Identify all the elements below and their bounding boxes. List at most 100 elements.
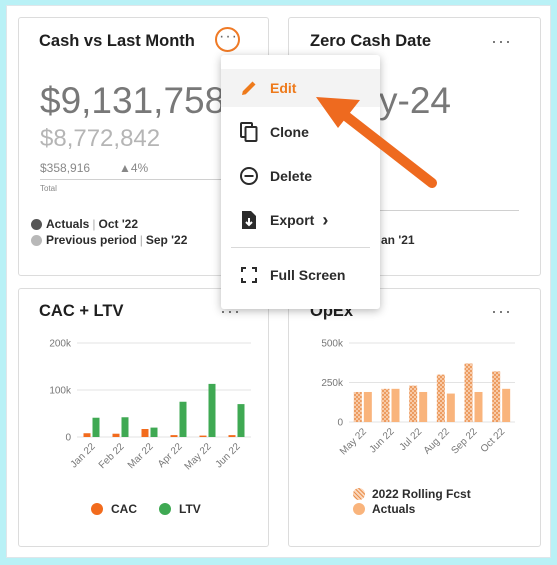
legend-cac-ltv: CAC LTV xyxy=(91,502,201,516)
x-tick-label: May 22 xyxy=(338,426,369,457)
x-tick-label: Aug 22 xyxy=(422,426,452,456)
bar-ltv[interactable] xyxy=(208,383,216,437)
legend-actuals: Actuals | Oct '22 xyxy=(31,217,138,231)
legend-actuals-period: Oct '22 xyxy=(98,217,139,231)
bar-ltv[interactable] xyxy=(121,417,129,437)
more-dots-icon[interactable]: ··· xyxy=(491,301,512,321)
bar-ltv[interactable] xyxy=(237,404,245,437)
y-tick-label: 250k xyxy=(321,378,344,389)
legend-cac-swatch xyxy=(91,503,103,515)
bar-actuals[interactable] xyxy=(391,388,400,422)
pencil-icon xyxy=(238,77,260,99)
x-tick-label: Sep 22 xyxy=(449,426,479,456)
legend-previous-period: Previous period | Sep '22 xyxy=(31,233,187,247)
bar-actuals[interactable] xyxy=(446,393,455,422)
menu-item-export-label: Export xyxy=(270,212,315,228)
menu-item-full-screen[interactable]: Full Screen xyxy=(221,256,380,294)
zero-cash-value: y-24 xyxy=(379,80,451,121)
bar-actuals[interactable] xyxy=(419,391,428,422)
bar-2022-rolling-fcst[interactable] xyxy=(492,371,501,422)
minus-circle-icon xyxy=(238,165,260,187)
menu-item-export[interactable]: Export › xyxy=(221,201,380,239)
x-tick-label: May 22 xyxy=(183,441,214,472)
x-tick-label: Jun 22 xyxy=(368,426,397,455)
legend-cac-label: CAC xyxy=(111,502,137,516)
bar-2022-rolling-fcst[interactable] xyxy=(353,391,362,422)
menu-item-delete-label: Delete xyxy=(270,168,313,184)
y-tick-label: 500k xyxy=(321,339,344,350)
bar-2022-rolling-fcst[interactable] xyxy=(436,374,445,422)
cash-main-value: $9,131,758 xyxy=(40,80,226,121)
chevron-right-icon: › xyxy=(322,209,329,230)
menu-item-full-screen-label: Full Screen xyxy=(270,267,346,283)
menu-divider xyxy=(231,247,370,248)
legend-actuals-dot xyxy=(31,218,42,230)
card-cac-ltv: CAC + LTV ··· 0 100k 200k Jan 22 Feb 22 Mar 2… xyxy=(18,288,269,547)
copy-icon xyxy=(238,121,260,143)
cash-total-label: Total xyxy=(40,184,57,193)
bar-2022-rolling-fcst[interactable] xyxy=(464,363,473,422)
y-tick-label: 0 xyxy=(65,433,71,444)
legend-ltv-label: LTV xyxy=(179,502,201,516)
legend-fcst-swatch xyxy=(353,488,365,500)
y-tick-label: 200k xyxy=(49,339,72,350)
cash-delta-pct: ▲4% xyxy=(119,161,149,175)
y-tick-label: 0 xyxy=(337,418,343,429)
x-tick-label: Mar 22 xyxy=(126,441,156,471)
bar-cac[interactable] xyxy=(199,435,207,437)
bar-ltv[interactable] xyxy=(92,417,100,437)
menu-item-edit[interactable]: Edit xyxy=(221,69,380,107)
menu-item-edit-label: Edit xyxy=(270,80,297,96)
card-opex: OpEx ··· 0 250k 500k May 22 Jun 22 Jul 22 Aug … xyxy=(288,288,541,547)
legend-opex-actuals-label: Actuals xyxy=(372,502,416,516)
bar-ltv[interactable] xyxy=(179,401,187,437)
menu-item-delete[interactable]: Delete xyxy=(221,157,380,195)
bar-2022-rolling-fcst[interactable] xyxy=(409,385,418,422)
more-dots-icon[interactable]: ··· xyxy=(491,31,512,51)
bar-actuals[interactable] xyxy=(502,388,511,422)
more-dots-icon: ··· xyxy=(219,28,238,45)
legend-separator: | xyxy=(139,233,143,247)
menu-item-clone[interactable]: Clone xyxy=(221,113,380,151)
more-options-button[interactable]: ··· xyxy=(215,27,240,52)
x-tick-label: Apr 22 xyxy=(156,441,185,470)
legend-fcst-label: 2022 Rolling Fcst xyxy=(372,487,471,501)
legend-separator: | xyxy=(92,217,96,231)
fullscreen-icon xyxy=(238,264,260,286)
x-tick-label: Feb 22 xyxy=(97,441,127,471)
legend-opex-fcst: 2022 Rolling Fcst xyxy=(353,487,471,501)
zero-cash-footer: an '21 xyxy=(381,233,415,247)
menu-item-clone-label: Clone xyxy=(270,124,309,140)
zero-cash-divider xyxy=(379,210,519,211)
legend-actuals-label: Actuals xyxy=(46,217,90,231)
card-title-cac-ltv: CAC + LTV xyxy=(39,302,124,320)
x-tick-label: Oct 22 xyxy=(479,426,508,455)
export-icon xyxy=(238,209,260,231)
bar-cac[interactable] xyxy=(170,435,178,437)
card-title-zero-cash: Zero Cash Date xyxy=(310,32,432,50)
bar-cac[interactable] xyxy=(112,433,120,437)
card-options-menu: Edit Clone Delete Export › Full Screen xyxy=(221,55,380,309)
bar-2022-rolling-fcst[interactable] xyxy=(381,388,390,422)
y-tick-label: 100k xyxy=(49,386,72,397)
card-title-cash: Cash vs Last Month xyxy=(39,32,195,50)
legend-opex-actuals-swatch xyxy=(353,503,365,515)
bar-cac[interactable] xyxy=(141,429,149,437)
legend-prev-label: Previous period xyxy=(46,233,137,247)
bar-actuals[interactable] xyxy=(363,391,372,422)
bar-ltv[interactable] xyxy=(150,427,158,437)
legend-prev-period: Sep '22 xyxy=(145,233,188,247)
legend-ltv-swatch xyxy=(159,503,171,515)
legend-opex-actuals: Actuals xyxy=(353,502,415,516)
cash-prev-value: $8,772,842 xyxy=(40,125,161,152)
x-tick-label: Jun 22 xyxy=(214,441,243,470)
bar-cac[interactable] xyxy=(228,435,236,437)
legend-prev-dot xyxy=(31,234,42,246)
bar-actuals[interactable] xyxy=(474,391,483,422)
cash-divider xyxy=(40,179,225,180)
cash-delta-value: $358,916 xyxy=(40,161,91,175)
bar-cac[interactable] xyxy=(83,433,91,437)
x-tick-label: Jan 22 xyxy=(69,441,98,470)
